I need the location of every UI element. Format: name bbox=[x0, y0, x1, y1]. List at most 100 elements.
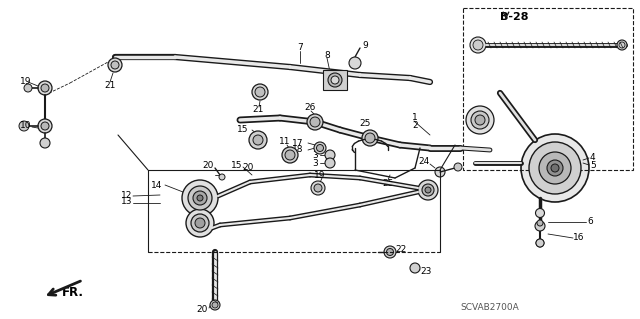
Text: 1: 1 bbox=[412, 114, 418, 122]
Circle shape bbox=[249, 131, 267, 149]
Circle shape bbox=[551, 164, 559, 172]
Circle shape bbox=[536, 209, 545, 218]
Text: 12: 12 bbox=[120, 190, 132, 199]
Text: 7: 7 bbox=[297, 43, 303, 53]
Circle shape bbox=[331, 76, 339, 84]
Circle shape bbox=[310, 117, 320, 127]
Text: 21: 21 bbox=[252, 106, 264, 115]
Text: 25: 25 bbox=[359, 118, 371, 128]
Circle shape bbox=[539, 152, 571, 184]
Text: 9: 9 bbox=[362, 41, 368, 49]
Circle shape bbox=[349, 57, 361, 69]
Circle shape bbox=[210, 300, 220, 310]
Circle shape bbox=[193, 191, 207, 205]
Circle shape bbox=[314, 184, 322, 192]
Text: 20: 20 bbox=[202, 160, 214, 169]
Circle shape bbox=[182, 180, 218, 216]
Text: SCVAB2700A: SCVAB2700A bbox=[461, 303, 520, 313]
Circle shape bbox=[362, 130, 378, 146]
Text: 20: 20 bbox=[196, 306, 208, 315]
Text: 22: 22 bbox=[395, 244, 406, 254]
Circle shape bbox=[536, 239, 544, 247]
Circle shape bbox=[475, 115, 485, 125]
Circle shape bbox=[387, 249, 394, 256]
Circle shape bbox=[253, 135, 263, 145]
Circle shape bbox=[255, 87, 265, 97]
Circle shape bbox=[285, 150, 295, 160]
Text: 24: 24 bbox=[419, 158, 430, 167]
Circle shape bbox=[186, 209, 214, 237]
Text: 15: 15 bbox=[237, 125, 248, 135]
Circle shape bbox=[425, 187, 431, 193]
Text: 13: 13 bbox=[120, 197, 132, 206]
Circle shape bbox=[38, 119, 52, 133]
Text: B-28: B-28 bbox=[500, 12, 529, 22]
Text: 21: 21 bbox=[104, 80, 116, 90]
Text: 3: 3 bbox=[312, 159, 318, 167]
Text: 6: 6 bbox=[587, 218, 593, 226]
Circle shape bbox=[212, 302, 218, 308]
Circle shape bbox=[471, 111, 489, 129]
Circle shape bbox=[38, 81, 52, 95]
Circle shape bbox=[41, 84, 49, 92]
Circle shape bbox=[325, 150, 335, 160]
Text: 20: 20 bbox=[243, 164, 253, 173]
Circle shape bbox=[422, 184, 434, 196]
Text: 3: 3 bbox=[312, 151, 318, 160]
Text: 5: 5 bbox=[590, 160, 596, 169]
Text: 8: 8 bbox=[324, 50, 330, 60]
Circle shape bbox=[418, 180, 438, 200]
Text: 19: 19 bbox=[314, 170, 326, 180]
Text: 17: 17 bbox=[291, 138, 303, 147]
Circle shape bbox=[384, 246, 396, 258]
Circle shape bbox=[108, 58, 122, 72]
Circle shape bbox=[111, 61, 119, 69]
Circle shape bbox=[466, 106, 494, 134]
Circle shape bbox=[470, 37, 486, 53]
Text: 19: 19 bbox=[20, 78, 31, 86]
Circle shape bbox=[252, 84, 268, 100]
Circle shape bbox=[535, 221, 545, 231]
Text: 14: 14 bbox=[150, 181, 162, 189]
Circle shape bbox=[435, 167, 445, 177]
Circle shape bbox=[365, 133, 375, 143]
Circle shape bbox=[307, 114, 323, 130]
Circle shape bbox=[454, 163, 462, 171]
Circle shape bbox=[197, 195, 203, 201]
Circle shape bbox=[529, 142, 581, 194]
Circle shape bbox=[195, 218, 205, 228]
Text: 23: 23 bbox=[420, 268, 431, 277]
Text: 4: 4 bbox=[590, 153, 596, 162]
Circle shape bbox=[547, 160, 563, 176]
Circle shape bbox=[191, 214, 209, 232]
Circle shape bbox=[536, 239, 544, 247]
Circle shape bbox=[328, 73, 342, 87]
Circle shape bbox=[325, 158, 335, 168]
Circle shape bbox=[521, 134, 589, 202]
Bar bbox=[463, 8, 633, 170]
Circle shape bbox=[188, 186, 212, 210]
Circle shape bbox=[317, 145, 323, 152]
Circle shape bbox=[537, 220, 543, 226]
Circle shape bbox=[40, 138, 50, 148]
Circle shape bbox=[473, 40, 483, 50]
Circle shape bbox=[311, 181, 325, 195]
Circle shape bbox=[410, 263, 420, 273]
Text: 18: 18 bbox=[291, 145, 303, 154]
Text: 25: 25 bbox=[382, 179, 394, 188]
Text: 11: 11 bbox=[279, 137, 291, 146]
Text: 15: 15 bbox=[230, 160, 242, 169]
Circle shape bbox=[282, 147, 298, 163]
Circle shape bbox=[314, 142, 326, 154]
Circle shape bbox=[24, 84, 32, 92]
Bar bbox=[323, 70, 347, 90]
Circle shape bbox=[41, 122, 49, 130]
Circle shape bbox=[19, 121, 29, 131]
Text: FR.: FR. bbox=[62, 286, 84, 300]
Text: 16: 16 bbox=[573, 233, 584, 241]
Circle shape bbox=[219, 174, 225, 180]
Circle shape bbox=[617, 40, 627, 50]
Text: 2: 2 bbox=[412, 122, 418, 130]
Text: 10: 10 bbox=[20, 121, 31, 130]
Text: 26: 26 bbox=[304, 103, 316, 113]
